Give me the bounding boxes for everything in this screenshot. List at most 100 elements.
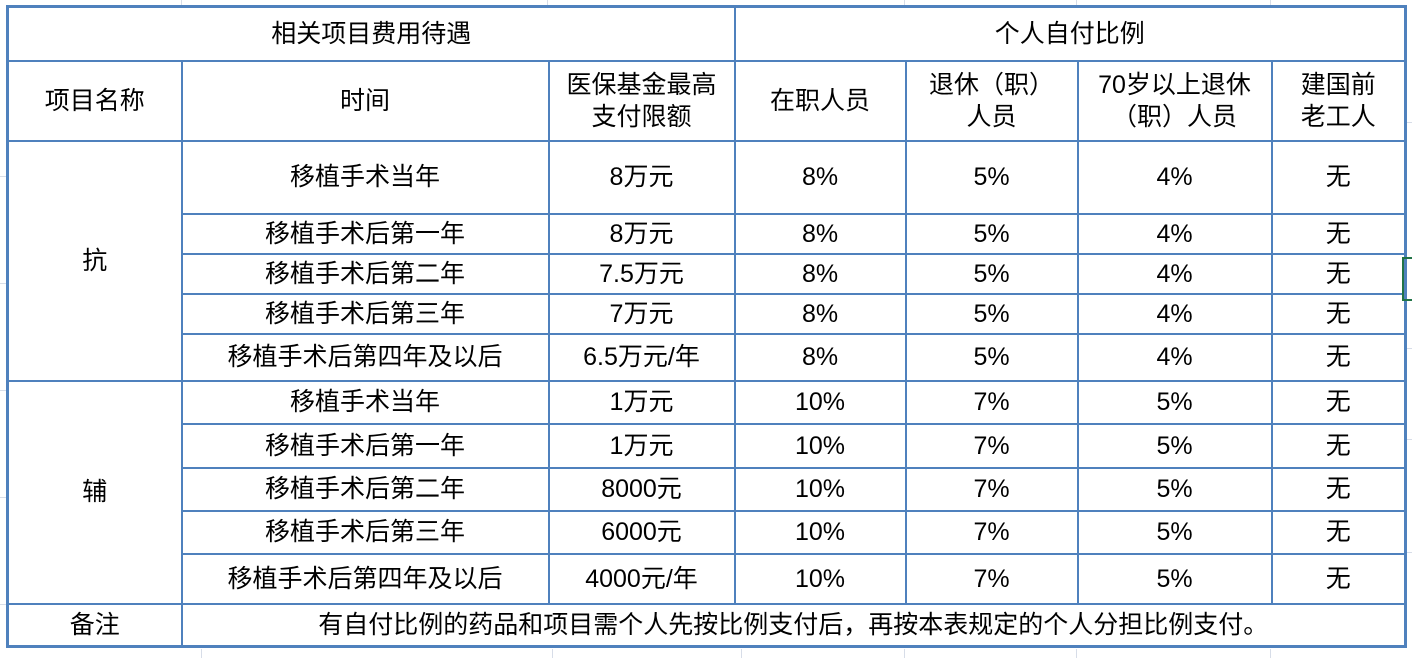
- cell-active[interactable]: 8%: [733, 139, 907, 215]
- cell-veteran[interactable]: 无: [1270, 212, 1407, 255]
- gridline: [741, 649, 742, 658]
- group-label-anti[interactable]: 抗: [6, 139, 183, 382]
- col-header-prefounding-workers[interactable]: 建国前 老工人: [1270, 59, 1407, 142]
- cell-active[interactable]: 10%: [733, 466, 907, 512]
- cell-retired[interactable]: 5%: [904, 332, 1079, 382]
- cell-veteran[interactable]: 无: [1270, 379, 1407, 425]
- gridline: [1404, 122, 1412, 123]
- cell-time[interactable]: 移植手术当年: [180, 139, 550, 215]
- col-header-project-name[interactable]: 项目名称: [6, 59, 183, 142]
- table-row: 抗 移植手术当年 8万元 8% 5% 4% 无: [6, 139, 1407, 382]
- gridline: [0, 604, 6, 605]
- table-row: 辅 移植手术当年 1万元 10% 7% 5% 无: [6, 379, 1407, 605]
- cell-over70[interactable]: 5%: [1076, 509, 1273, 555]
- table-row: 移植手术后第一年 1万元 10% 7% 5% 无: [8, 422, 1407, 469]
- cell-active[interactable]: 8%: [733, 292, 907, 335]
- cell-veteran[interactable]: 无: [1270, 252, 1407, 295]
- gridline: [552, 649, 553, 658]
- cell-limit[interactable]: 6.5万元/年: [547, 332, 736, 382]
- gridline: [0, 497, 6, 498]
- gridline: [0, 176, 6, 177]
- cell-retired[interactable]: 7%: [904, 509, 1079, 555]
- cell-active[interactable]: 8%: [733, 332, 907, 382]
- cell-active[interactable]: 10%: [733, 509, 907, 555]
- cell-veteran[interactable]: 无: [1270, 332, 1407, 382]
- cell-time[interactable]: 移植手术后第一年: [180, 422, 550, 469]
- cell-time[interactable]: 移植手术当年: [180, 379, 550, 425]
- table-row-note: 备注 有自付比例的药品和项目需个人先按比例支付后，再按本表规定的个人分担比例支付…: [6, 602, 1407, 648]
- cell-over70[interactable]: 5%: [1076, 379, 1273, 425]
- cell-time[interactable]: 移植手术后第四年及以后: [180, 332, 550, 382]
- col-header-fund-limit[interactable]: 医保基金最高 支付限额: [547, 59, 736, 142]
- cell-limit[interactable]: 7.5万元: [547, 252, 736, 295]
- cell-active[interactable]: 10%: [733, 422, 907, 469]
- cell-veteran[interactable]: 无: [1270, 466, 1407, 512]
- cell-over70[interactable]: 4%: [1076, 252, 1273, 295]
- cell-limit[interactable]: 1万元: [547, 379, 736, 425]
- cell-veteran[interactable]: 无: [1270, 509, 1407, 555]
- col-header-retired-over-70[interactable]: 70岁以上退休 （职）人员: [1076, 59, 1273, 142]
- benefits-table: 相关项目费用待遇 个人自付比例 项目名称 时间 医保基金最高 支付限额 在职人员…: [6, 5, 1408, 648]
- cell-retired[interactable]: 5%: [904, 139, 1079, 215]
- cell-limit[interactable]: 8万元: [547, 212, 736, 255]
- cell-over70[interactable]: 4%: [1076, 139, 1273, 215]
- group-label-aux[interactable]: 辅: [6, 379, 183, 605]
- cell-retired[interactable]: 5%: [904, 252, 1079, 295]
- gridline: [1404, 348, 1412, 349]
- cell-limit[interactable]: 6000元: [547, 509, 736, 555]
- cell-retired[interactable]: 5%: [904, 212, 1079, 255]
- cell-retired[interactable]: 7%: [904, 379, 1079, 425]
- table-row: 移植手术后第三年 6000元 10% 7% 5% 无: [8, 509, 1407, 555]
- cell-over70[interactable]: 5%: [1076, 422, 1273, 469]
- cell-retired[interactable]: 7%: [904, 552, 1079, 605]
- cell-time[interactable]: 移植手术后第一年: [180, 212, 550, 255]
- note-text[interactable]: 有自付比例的药品和项目需个人先按比例支付后，再按本表规定的个人分担比例支付。: [180, 602, 1407, 648]
- cell-active[interactable]: 8%: [733, 212, 907, 255]
- gridline: [0, 390, 6, 391]
- active-cell-selection-indicator: [1402, 257, 1412, 301]
- gridline: [1404, 552, 1412, 553]
- cell-over70[interactable]: 4%: [1076, 332, 1273, 382]
- gridline: [1076, 649, 1077, 658]
- gridline: [904, 0, 905, 5]
- cell-limit[interactable]: 8000元: [547, 466, 736, 512]
- cell-veteran[interactable]: 无: [1270, 292, 1407, 335]
- cell-active[interactable]: 10%: [733, 552, 907, 605]
- cell-over70[interactable]: 4%: [1076, 292, 1273, 335]
- cell-limit[interactable]: 8万元: [547, 139, 736, 215]
- cell-over70[interactable]: 5%: [1076, 466, 1273, 512]
- table-row: 移植手术后第四年及以后 6.5万元/年 8% 5% 4% 无: [8, 332, 1407, 382]
- cell-over70[interactable]: 5%: [1076, 552, 1273, 605]
- gridline: [1076, 0, 1077, 5]
- cell-retired[interactable]: 7%: [904, 422, 1079, 469]
- header-project-cost[interactable]: 相关项目费用待遇: [6, 5, 736, 62]
- col-header-retired[interactable]: 退休（职） 人员: [904, 59, 1079, 142]
- gridline: [1404, 439, 1412, 440]
- table-row: 移植手术后第一年 8万元 8% 5% 4% 无: [8, 212, 1407, 255]
- gridline: [1270, 649, 1271, 658]
- col-header-time[interactable]: 时间: [180, 59, 550, 142]
- note-label[interactable]: 备注: [6, 602, 183, 648]
- cell-limit[interactable]: 7万元: [547, 292, 736, 335]
- cell-time[interactable]: 移植手术后第三年: [180, 509, 550, 555]
- cell-retired[interactable]: 5%: [904, 292, 1079, 335]
- cell-retired[interactable]: 7%: [904, 466, 1079, 512]
- cell-time[interactable]: 移植手术后第二年: [180, 466, 550, 512]
- gridline: [1270, 0, 1271, 5]
- col-header-active-employees[interactable]: 在职人员: [733, 59, 907, 142]
- cell-veteran[interactable]: 无: [1270, 422, 1407, 469]
- gridline: [0, 283, 6, 284]
- cell-veteran[interactable]: 无: [1270, 139, 1407, 215]
- cell-time[interactable]: 移植手术后第四年及以后: [180, 552, 550, 605]
- cell-limit[interactable]: 4000元/年: [547, 552, 736, 605]
- cell-time[interactable]: 移植手术后第二年: [180, 252, 550, 295]
- cell-active[interactable]: 8%: [733, 252, 907, 295]
- header-self-pay-ratio[interactable]: 个人自付比例: [733, 5, 1407, 62]
- cell-active[interactable]: 10%: [733, 379, 907, 425]
- gridline: [547, 0, 548, 5]
- cell-time[interactable]: 移植手术后第三年: [180, 292, 550, 335]
- cell-limit[interactable]: 1万元: [547, 422, 736, 469]
- cell-over70[interactable]: 4%: [1076, 212, 1273, 255]
- cell-veteran[interactable]: 无: [1270, 552, 1407, 605]
- table-row: 移植手术后第二年 8000元 10% 7% 5% 无: [8, 466, 1407, 512]
